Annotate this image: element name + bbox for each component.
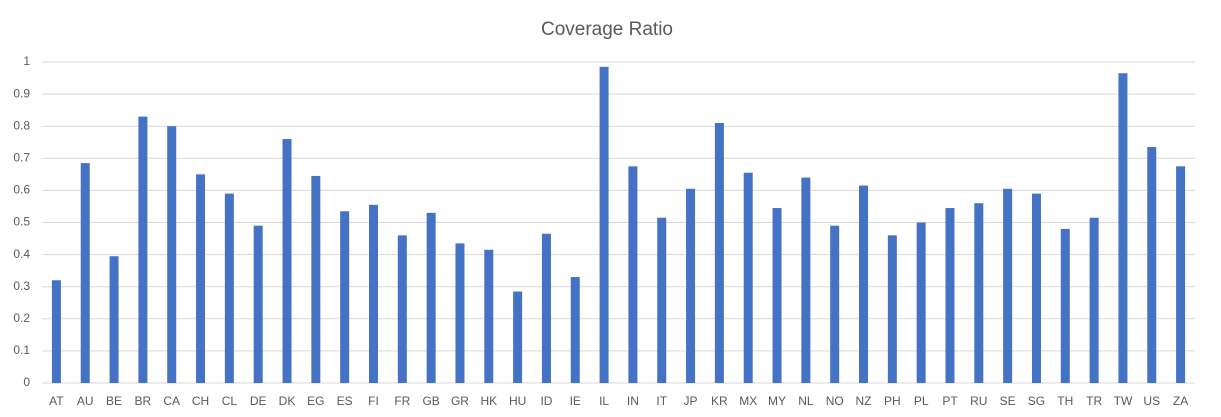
y-tick-label: 0.9 [13, 86, 30, 100]
bar [801, 177, 811, 383]
y-tick-label: 1 [23, 54, 30, 68]
x-tick-label: GR [451, 394, 469, 408]
y-tick-label: 0.3 [13, 279, 30, 293]
bar [167, 126, 177, 383]
chart-title: Coverage Ratio [541, 19, 673, 40]
x-tick-label: CL [222, 394, 238, 408]
x-tick-label: ID [540, 394, 552, 408]
bar [224, 193, 234, 383]
bar [397, 235, 407, 383]
x-tick-label: SE [1000, 394, 1016, 408]
x-tick-label: IT [656, 394, 667, 408]
bar [340, 211, 350, 383]
bar [80, 163, 90, 383]
x-tick-label: US [1143, 394, 1160, 408]
bar [916, 222, 926, 383]
bar [714, 122, 724, 384]
y-tick-label: 0.6 [13, 183, 30, 197]
x-tick-label: AU [77, 394, 94, 408]
bar [138, 116, 148, 383]
x-tick-label: TW [1114, 394, 1133, 408]
bar [830, 225, 840, 383]
bar [628, 166, 638, 383]
bar [1031, 193, 1041, 383]
x-tick-label: EG [307, 394, 324, 408]
bar [599, 66, 609, 383]
x-tick-label: HU [509, 394, 526, 408]
x-tick-label: TR [1086, 394, 1102, 408]
bar [945, 208, 955, 383]
bar [1118, 73, 1128, 384]
y-tick-label: 0.8 [13, 118, 30, 132]
x-tick-label: NL [798, 394, 814, 408]
x-tick-label: BE [106, 394, 122, 408]
x-tick-label: RU [970, 394, 987, 408]
x-tick-label: PH [884, 394, 901, 408]
x-tick-label: ES [337, 394, 353, 408]
x-tick-label: IE [570, 394, 581, 408]
bar [368, 204, 378, 383]
x-tick-label: CH [192, 394, 209, 408]
bar [51, 280, 61, 383]
bar [196, 174, 206, 383]
x-tick-label: HK [480, 394, 497, 408]
x-tick-label: SG [1028, 394, 1045, 408]
bar [484, 249, 494, 383]
x-tick-label: MX [739, 394, 757, 408]
x-tick-label: KR [711, 394, 728, 408]
bar [657, 217, 667, 383]
bar [426, 212, 436, 383]
x-tick-label: NO [826, 394, 844, 408]
bar [1003, 188, 1013, 383]
bar [686, 188, 696, 383]
x-tick-label: IN [627, 394, 639, 408]
bar [887, 235, 897, 383]
x-tick-label: BR [135, 394, 152, 408]
bar [253, 225, 263, 383]
y-tick-label: 0.5 [13, 215, 30, 229]
y-tick-label: 0 [23, 375, 30, 389]
y-tick-label: 0.4 [13, 247, 30, 261]
bar [541, 233, 551, 383]
bar [974, 203, 984, 383]
x-tick-label: CA [163, 394, 180, 408]
x-tick-label: DK [279, 394, 296, 408]
bar [311, 175, 321, 383]
bar [570, 277, 580, 383]
y-tick-label: 0.1 [13, 343, 30, 357]
bar [455, 243, 465, 383]
y-tick-label: 0.2 [13, 311, 30, 325]
bar [1089, 217, 1099, 383]
x-tick-label: PT [942, 394, 958, 408]
bar [109, 256, 119, 383]
x-tick-label: PL [914, 394, 929, 408]
x-tick-label: JP [684, 394, 698, 408]
x-tick-label: TH [1057, 394, 1073, 408]
bar [513, 291, 523, 383]
bar [282, 139, 292, 383]
bar [1147, 147, 1157, 383]
x-tick-label: ZA [1173, 394, 1188, 408]
x-tick-label: DE [250, 394, 267, 408]
x-tick-label: IL [599, 394, 609, 408]
x-tick-label: MY [768, 394, 786, 408]
x-tick-label: NZ [856, 394, 872, 408]
bar [743, 172, 753, 383]
x-tick-label: FR [394, 394, 410, 408]
x-tick-label: GB [422, 394, 439, 408]
y-tick-label: 0.7 [13, 150, 30, 164]
bar [859, 185, 869, 383]
x-tick-label: FI [368, 394, 379, 408]
bar [1060, 228, 1070, 383]
x-tick-label: AT [49, 394, 64, 408]
bar [1176, 166, 1186, 383]
bar [772, 208, 782, 383]
